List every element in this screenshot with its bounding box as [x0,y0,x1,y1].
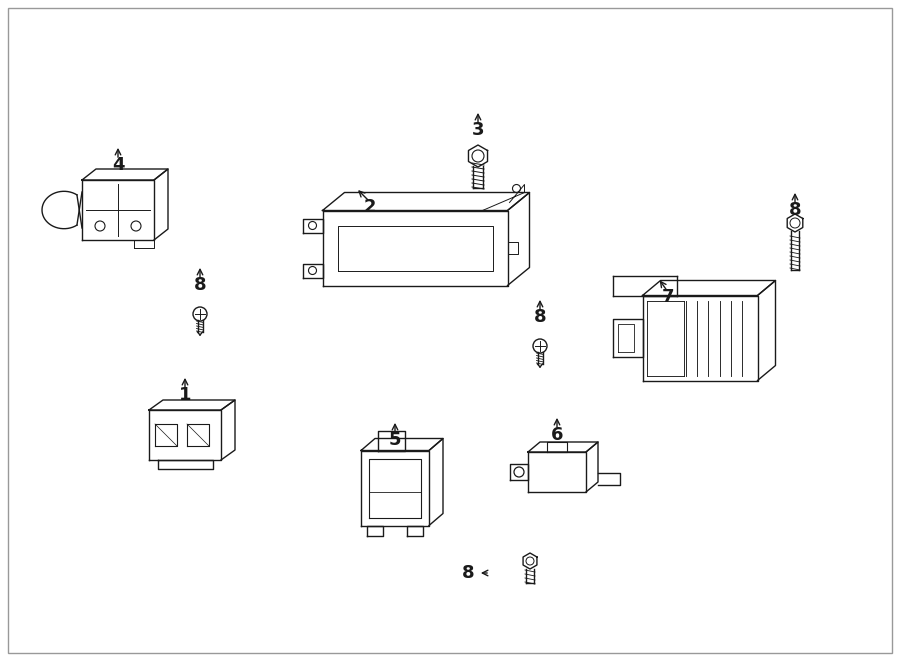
Polygon shape [788,214,803,232]
Text: 8: 8 [194,276,206,294]
Text: 2: 2 [364,198,376,216]
Text: 8: 8 [788,201,801,219]
Text: 7: 7 [662,288,674,306]
Polygon shape [469,145,488,167]
Text: 5: 5 [389,431,401,449]
Text: 6: 6 [551,426,563,444]
Text: 4: 4 [112,156,124,174]
Polygon shape [523,553,537,569]
Text: 8: 8 [534,308,546,326]
Text: 1: 1 [179,386,191,404]
Text: 8: 8 [462,564,474,582]
Text: 3: 3 [472,121,484,139]
